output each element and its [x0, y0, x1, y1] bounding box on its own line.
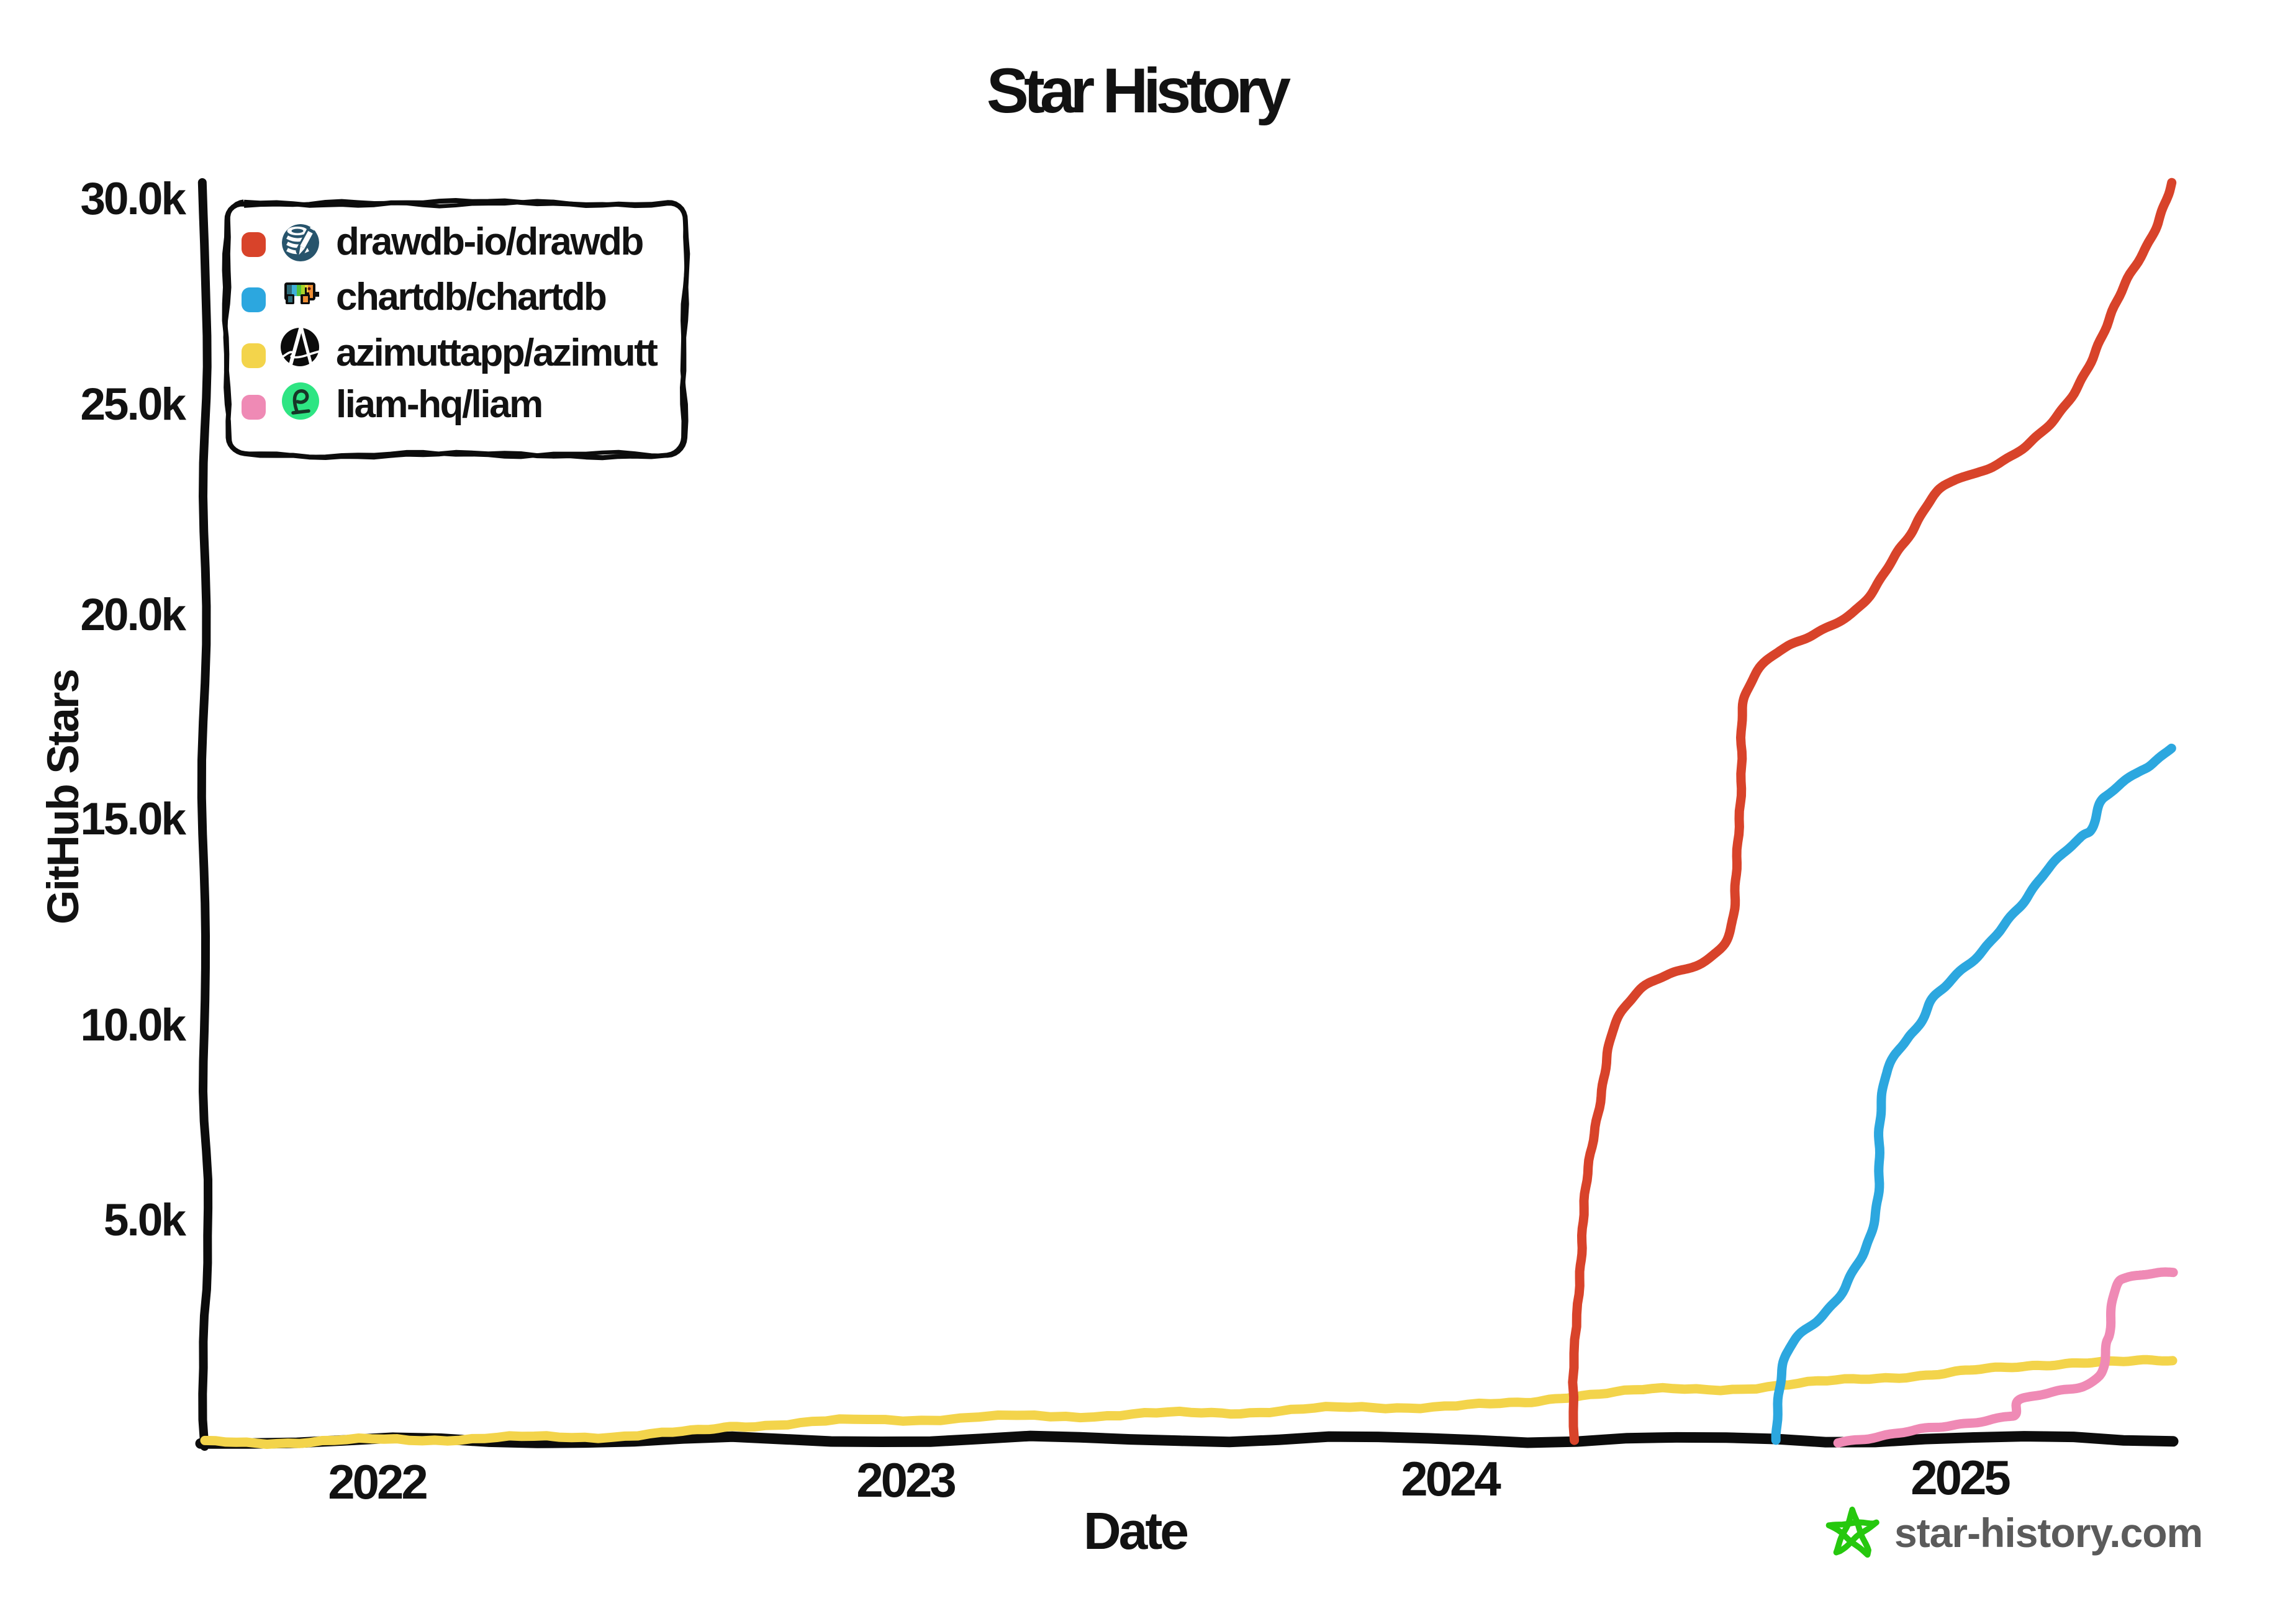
svg-text:25.0k: 25.0k: [80, 379, 186, 430]
svg-text:5.0k: 5.0k: [104, 1195, 186, 1245]
svg-text:15.0k: 15.0k: [80, 794, 186, 844]
svg-text:30.0k: 30.0k: [80, 174, 186, 224]
svg-text:GitHub Stars: GitHub Stars: [39, 670, 88, 924]
svg-text:Date: Date: [1083, 1502, 1187, 1560]
svg-text:2022: 2022: [328, 1455, 427, 1509]
svg-text:10.0k: 10.0k: [80, 1000, 186, 1050]
svg-text:azimuttapp/azimutt: azimuttapp/azimutt: [336, 332, 658, 374]
svg-text:liam-hq/liam: liam-hq/liam: [336, 383, 542, 426]
svg-text:chartdb/chartdb: chartdb/chartdb: [336, 276, 606, 318]
svg-text:star-history.com: star-history.com: [1894, 1510, 2202, 1556]
svg-text:20.0k: 20.0k: [80, 590, 186, 640]
svg-text:drawdb-io/drawdb: drawdb-io/drawdb: [336, 220, 643, 263]
svg-text:2023: 2023: [856, 1453, 955, 1507]
svg-text:2025: 2025: [1911, 1450, 2010, 1505]
svg-text:2024: 2024: [1401, 1451, 1501, 1506]
svg-text:Star History: Star History: [987, 55, 1291, 126]
